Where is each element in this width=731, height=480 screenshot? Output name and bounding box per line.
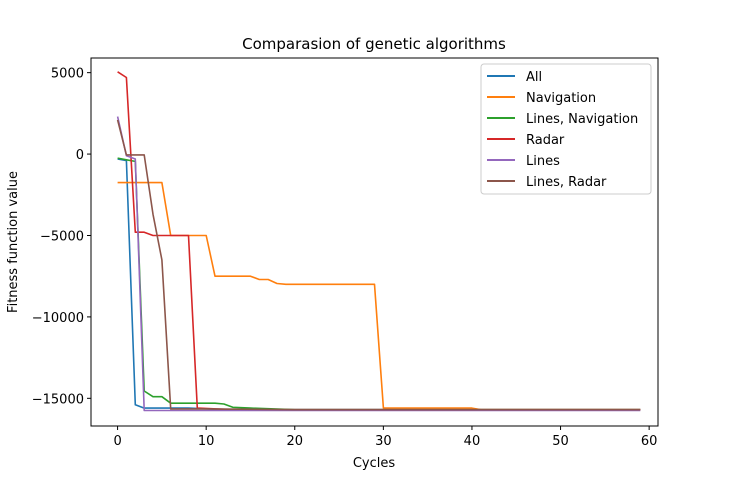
legend-label: Radar — [526, 133, 565, 148]
x-tick-label: 40 — [464, 434, 481, 449]
y-axis-label: Fitness function value — [6, 171, 21, 313]
series-line-2 — [117, 181, 641, 411]
legend-label: Lines — [526, 154, 560, 169]
plot-area-frame — [90, 57, 659, 427]
legend-label: Lines, Radar — [526, 175, 607, 190]
legend-label: Navigation — [526, 91, 596, 106]
chart-title: Comparasion of genetic algorithms — [242, 35, 506, 53]
x-tick-label: 60 — [641, 434, 658, 449]
x-tick-label: 20 — [286, 434, 303, 449]
legend-label: Lines, Navigation — [526, 112, 638, 127]
y-tick-label: −15000 — [32, 392, 84, 407]
legend: All Navigation Lines, Navigation Radar Lines… — [480, 63, 652, 195]
x-axis-ticks: 0 10 20 30 40 50 60 — [113, 426, 657, 449]
y-tick-label: −5000 — [40, 229, 84, 244]
legend-label: All — [526, 70, 542, 85]
y-tick-label: −10000 — [32, 311, 84, 326]
series-lines — [116, 71, 641, 412]
x-tick-label: 50 — [552, 434, 569, 449]
x-axis-label: Cycles — [353, 456, 396, 471]
x-tick-label: 10 — [198, 434, 215, 449]
y-axis-ticks: 5000 0 −5000 −10000 −15000 — [32, 67, 91, 407]
legend-items: All Navigation Lines, Navigation Radar Lines… — [487, 70, 638, 190]
y-tick-label: 5000 — [51, 67, 84, 82]
series-line-6 — [116, 119, 641, 411]
y-tick-label: 0 — [76, 148, 84, 163]
legend-box — [480, 63, 652, 195]
x-tick-label: 30 — [375, 434, 392, 449]
x-tick-label: 0 — [113, 434, 121, 449]
